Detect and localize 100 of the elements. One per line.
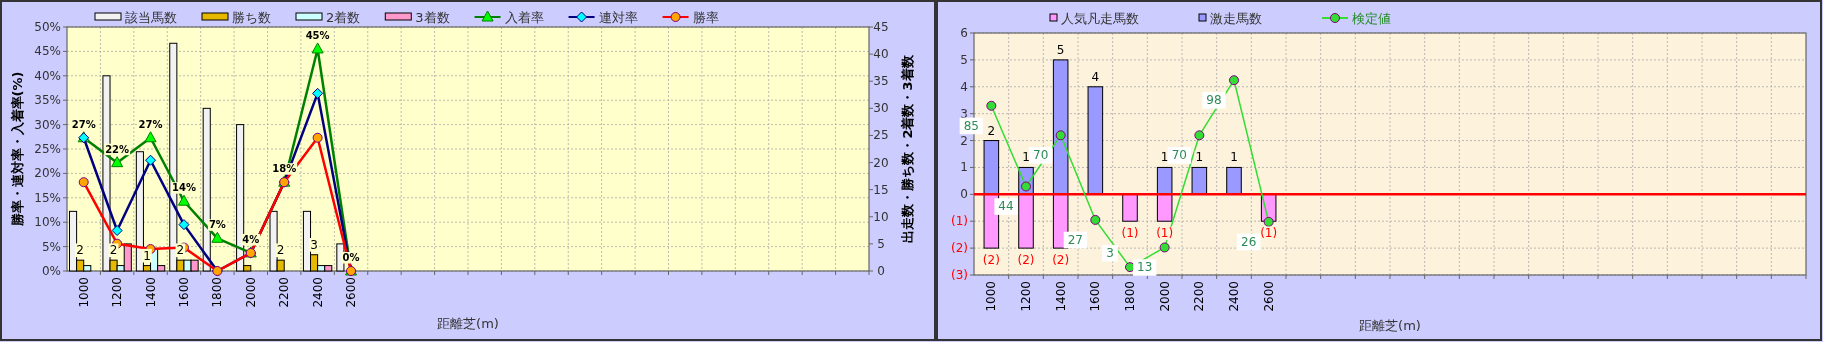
legend-label: 人気凡走馬数 (1061, 11, 1139, 26)
data-label: 26 (1241, 234, 1257, 249)
y-tick-label: 5% (41, 239, 61, 254)
data-label: 70 (1033, 148, 1049, 163)
data-label: 2 (76, 243, 84, 258)
data-label: 85 (963, 118, 979, 133)
data-label: 4 (1091, 69, 1100, 84)
data-label: 14% (171, 182, 196, 194)
data-label: 1 (1195, 150, 1204, 165)
y2-tick-label: 45 (873, 20, 889, 34)
y-tick-label: 1 (960, 160, 968, 175)
y-tick-label: 0 (960, 187, 968, 202)
legend-label: 連対率 (598, 10, 638, 25)
data-label: 70 (1171, 148, 1187, 163)
y-tick-label: 3 (960, 106, 968, 121)
data-label: (1) (1260, 226, 1278, 241)
data-label: 7% (208, 219, 226, 231)
data-label: 0% (342, 252, 360, 263)
x-tick-label: 2600 (1261, 281, 1276, 312)
x-axis-title: 距離芝(m) (437, 316, 499, 331)
y-tick-label: 50% (34, 20, 61, 34)
data-label: 27% (138, 118, 163, 130)
legend-label: 勝ち数 (232, 10, 271, 25)
y-tick-label: (2) (951, 241, 968, 256)
data-label: 13 (1137, 260, 1153, 275)
data-label: (1) (1121, 226, 1139, 241)
y2-axis-title: 出走数・勝ち数・2着数・3着数 (900, 54, 915, 243)
y-tick-label: 40% (34, 68, 61, 83)
legend-label: 激走馬数 (1210, 11, 1262, 26)
legend-label: 3着数 (415, 10, 450, 25)
x-tick-label: 1000 (76, 277, 91, 308)
x-tick-label: 2200 (1192, 281, 1207, 312)
y2-tick-label: 15 (873, 182, 889, 197)
y-tick-label: 45% (34, 44, 61, 59)
y-tick-label: 25% (34, 142, 61, 156)
y-tick-label: (3) (951, 268, 968, 282)
data-label: (1) (1156, 226, 1174, 241)
x-tick-label: 1800 (1123, 281, 1137, 312)
data-label: 2 (176, 243, 185, 258)
data-label: 5 (1056, 42, 1065, 57)
data-label: 27% (71, 118, 96, 130)
legend-label: 勝率 (692, 10, 719, 25)
x-tick-label: 1400 (143, 277, 158, 308)
legend-label: 2着数 (326, 10, 361, 25)
x-axis-title: 距離芝(m) (1359, 318, 1421, 333)
data-label: 4% (242, 233, 260, 245)
x-tick-label: 2200 (277, 277, 292, 308)
legend-label: 検定値 (1352, 11, 1391, 26)
y-tick-label: 4 (960, 79, 968, 94)
x-tick-label: 1400 (1053, 281, 1068, 312)
legend-label: 該当馬数 (125, 10, 177, 25)
x-tick-label: 1200 (110, 277, 125, 308)
x-tick-label: 1800 (210, 277, 225, 308)
x-tick-label: 2600 (344, 277, 359, 308)
x-tick-label: 2000 (243, 277, 258, 308)
x-tick-label: 2400 (310, 277, 325, 308)
y2-tick-label: 20 (873, 155, 889, 170)
data-label: 1 (1160, 150, 1169, 165)
y-tick-label: (1) (951, 214, 968, 229)
data-label: 2 (276, 243, 285, 258)
data-label: 2 (109, 243, 118, 258)
y-tick-label: 15% (34, 190, 61, 205)
x-tick-label: 2000 (1157, 281, 1172, 312)
data-label: (2) (982, 253, 1000, 268)
y-tick-label: 30% (34, 117, 61, 132)
x-tick-label: 1000 (984, 281, 999, 312)
data-label: (2) (1052, 253, 1070, 268)
y-tick-label: 6 (960, 26, 968, 40)
data-label: 3 (1106, 246, 1114, 261)
y-tick-label: 0% (41, 264, 61, 278)
data-label: 2 (987, 123, 996, 138)
y-tick-label: 20% (34, 166, 61, 181)
legend-label: 入着率 (504, 10, 544, 25)
data-label: 1 (143, 248, 151, 263)
x-tick-label: 1200 (1019, 281, 1033, 312)
data-label: (2) (1017, 253, 1035, 268)
data-label: 98 (1206, 93, 1222, 108)
y2-tick-label: 5 (877, 236, 885, 251)
y-axis-title: 勝率・連対率・入着率(%) (10, 71, 25, 228)
y2-tick-label: 10 (873, 209, 889, 224)
data-label: 1 (1022, 150, 1030, 165)
data-label: 3 (310, 237, 318, 252)
y-tick-label: 5 (960, 52, 968, 67)
data-label: 27 (1067, 232, 1083, 247)
x-tick-label: 2400 (1227, 281, 1241, 312)
y2-tick-label: 0 (877, 264, 885, 278)
y2-tick-label: 25 (873, 128, 889, 143)
y2-tick-label: 35 (873, 74, 889, 89)
x-tick-label: 1600 (176, 277, 191, 308)
y-tick-label: 10% (34, 215, 61, 230)
data-label: 18% (272, 163, 297, 175)
x-tick-label: 1600 (1088, 281, 1103, 312)
y2-tick-label: 40 (873, 47, 889, 62)
y2-tick-label: 30 (873, 101, 889, 116)
data-label: 44 (998, 199, 1014, 214)
data-label: 22% (105, 143, 130, 155)
y-tick-label: 2 (960, 133, 968, 148)
data-label: 45% (305, 29, 330, 41)
data-label: 1 (1230, 150, 1238, 165)
y-tick-label: 35% (34, 93, 61, 108)
